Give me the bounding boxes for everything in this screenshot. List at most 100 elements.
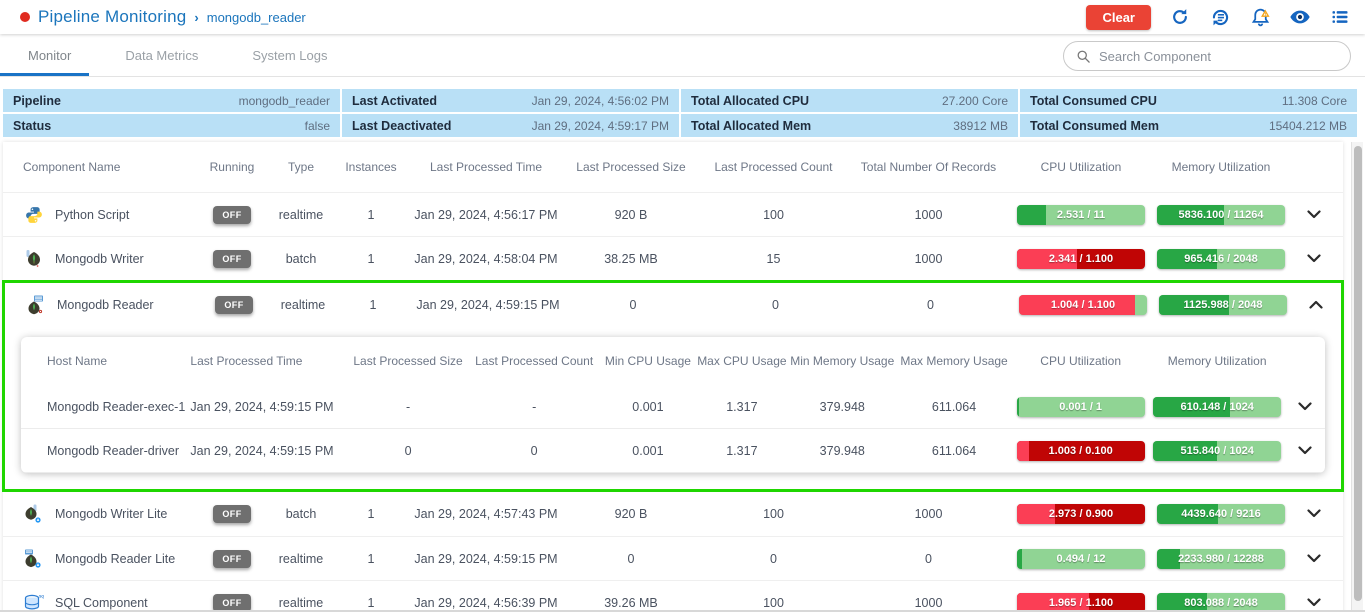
- tab-system-logs[interactable]: System Logs: [248, 34, 331, 76]
- memory-utilization-bar: 4439.640 / 9216: [1157, 504, 1285, 524]
- chevron-down-icon[interactable]: [1307, 598, 1321, 607]
- running-toggle[interactable]: OFF: [213, 550, 250, 568]
- running-toggle[interactable]: OFF: [213, 206, 250, 224]
- summary-total-consumed-cpu: Total Consumed CPU11.308 Core: [1020, 89, 1357, 112]
- chevron-down-icon[interactable]: [1307, 210, 1321, 219]
- type-value: realtime: [271, 596, 331, 610]
- chevron-up-icon[interactable]: [1309, 300, 1323, 309]
- vertical-scrollbar[interactable]: [1351, 142, 1363, 612]
- chevron-down-icon[interactable]: [1298, 446, 1312, 455]
- list-menu-icon[interactable]: [1329, 6, 1351, 28]
- col-type: Type: [271, 160, 331, 174]
- type-value: batch: [271, 507, 331, 521]
- col-total-records: Total Number Of Records: [846, 160, 1011, 174]
- memory-utilization-bar: 965.416 / 2048: [1157, 249, 1285, 269]
- running-toggle[interactable]: OFF: [213, 505, 250, 523]
- chevron-down-icon[interactable]: [1307, 554, 1321, 563]
- last-processed-time: Jan 29, 2024, 4:59:15 PM: [190, 444, 348, 458]
- instances-value: 1: [331, 596, 411, 610]
- running-toggle[interactable]: OFF: [215, 296, 252, 314]
- svg-text:SQL: SQL: [39, 594, 44, 598]
- last-processed-count: 0: [467, 444, 601, 458]
- search-component-box[interactable]: [1063, 41, 1351, 71]
- breadcrumb: mongodb_reader: [207, 10, 306, 25]
- last-processed-time: Jan 29, 2024, 4:59:15 PM: [190, 400, 348, 414]
- subtable-header-row: Host Name Last Processed Time Last Proce…: [21, 337, 1325, 385]
- total-records: 0: [846, 552, 1011, 566]
- type-value: realtime: [271, 208, 331, 222]
- chevron-down-icon[interactable]: [1298, 402, 1312, 411]
- col-instances: Instances: [331, 160, 411, 174]
- cpu-utilization-bar: 1.003 / 0.100: [1017, 441, 1145, 461]
- table-row[interactable]: SQL SQL Component OFF realtime 1 Jan 29,…: [3, 580, 1343, 612]
- last-processed-time: Jan 29, 2024, 4:57:43 PM: [411, 507, 561, 521]
- mongodb-reader-lite-icon: [23, 548, 45, 570]
- running-toggle[interactable]: OFF: [213, 250, 250, 268]
- instances-value: 1: [333, 298, 413, 312]
- search-input[interactable]: [1099, 49, 1338, 64]
- max-cpu-usage: 1.317: [695, 400, 789, 414]
- last-processed-size: 0: [349, 444, 468, 458]
- last-processed-time: Jan 29, 2024, 4:59:15 PM: [411, 552, 561, 566]
- tabs-bar: Monitor Data Metrics System Logs: [0, 34, 1365, 77]
- col-last-processed-size: Last Processed Size: [349, 354, 468, 368]
- component-name: Python Script: [55, 208, 129, 222]
- watch-eye-icon[interactable]: [1289, 6, 1311, 28]
- total-records: 1000: [846, 507, 1011, 521]
- tab-data-metrics[interactable]: Data Metrics: [121, 34, 202, 76]
- instances-value: 1: [331, 208, 411, 222]
- type-value: batch: [271, 252, 331, 266]
- alerts-bell-icon[interactable]: [1249, 6, 1271, 28]
- cpu-utilization-bar: 0.494 / 12: [1017, 549, 1145, 569]
- host-row[interactable]: Mongodb Reader-driver Jan 29, 2024, 4:59…: [21, 429, 1325, 473]
- breadcrumb-separator: ›: [194, 10, 198, 25]
- instances-value: 1: [331, 552, 411, 566]
- col-min-cpu-usage: Min CPU Usage: [601, 354, 695, 368]
- status-dot: [20, 12, 30, 22]
- total-records: 1000: [846, 208, 1011, 222]
- last-processed-size: 0: [561, 552, 701, 566]
- tab-monitor[interactable]: Monitor: [24, 34, 75, 76]
- mongodb-writer-icon: [23, 248, 45, 270]
- chevron-down-icon[interactable]: [1307, 509, 1321, 518]
- col-last-processed-time: Last Processed Time: [411, 160, 561, 174]
- page-title: Pipeline Monitoring: [38, 7, 186, 27]
- history-log-icon[interactable]: [1209, 6, 1231, 28]
- chevron-down-icon[interactable]: [1307, 254, 1321, 263]
- total-records: 1000: [846, 252, 1011, 266]
- last-processed-count: 100: [701, 507, 846, 521]
- running-toggle[interactable]: OFF: [213, 594, 250, 612]
- col-last-processed-count: Last Processed Count: [467, 354, 601, 368]
- col-memory-utilization: Memory Utilization: [1149, 354, 1286, 368]
- table-header-row: Component Name Running Type Instances La…: [3, 142, 1343, 192]
- last-processed-count: 0: [703, 298, 848, 312]
- last-processed-count: 100: [701, 208, 846, 222]
- table-row[interactable]: Mongodb Writer OFF batch 1 Jan 29, 2024,…: [3, 236, 1343, 280]
- col-last-processed-count: Last Processed Count: [701, 160, 846, 174]
- sql-component-icon: SQL: [23, 592, 45, 612]
- scrollbar-thumb[interactable]: [1354, 146, 1362, 601]
- last-processed-size: 920 B: [561, 507, 701, 521]
- memory-utilization-bar: 610.148 / 1024: [1153, 397, 1281, 417]
- component-name: Mongodb Reader Lite: [55, 552, 175, 566]
- cpu-utilization-bar: 1.004 / 1.100: [1019, 295, 1147, 315]
- top-bar: Pipeline Monitoring › mongodb_reader Cle…: [0, 0, 1365, 34]
- summary-pipeline: Pipelinemongodb_reader: [3, 89, 340, 112]
- cpu-utilization-bar: 2.341 / 1.100: [1017, 249, 1145, 269]
- summary-total-consumed-mem: Total Consumed Mem15404.212 MB: [1020, 114, 1357, 137]
- last-processed-count: 15: [701, 252, 846, 266]
- instances-value: 1: [331, 252, 411, 266]
- type-value: realtime: [273, 298, 333, 312]
- last-processed-count: 0: [701, 552, 846, 566]
- last-processed-time: Jan 29, 2024, 4:58:04 PM: [411, 252, 561, 266]
- table-row[interactable]: Mongodb Writer Lite OFF batch 1 Jan 29, …: [3, 492, 1343, 536]
- table-row-expanded[interactable]: Mongodb Reader OFF realtime 1 Jan 29, 20…: [5, 283, 1341, 327]
- table-row[interactable]: Python Script OFF realtime 1 Jan 29, 202…: [3, 192, 1343, 236]
- clear-button[interactable]: Clear: [1086, 5, 1151, 30]
- host-row[interactable]: Mongodb Reader-exec-1 Jan 29, 2024, 4:59…: [21, 385, 1325, 429]
- last-processed-size: -: [349, 400, 468, 414]
- refresh-icon[interactable]: [1169, 6, 1191, 28]
- cpu-utilization-bar: 2.531 / 11: [1017, 205, 1145, 225]
- last-processed-size: 0: [563, 298, 703, 312]
- table-row[interactable]: Mongodb Reader Lite OFF realtime 1 Jan 2…: [3, 536, 1343, 580]
